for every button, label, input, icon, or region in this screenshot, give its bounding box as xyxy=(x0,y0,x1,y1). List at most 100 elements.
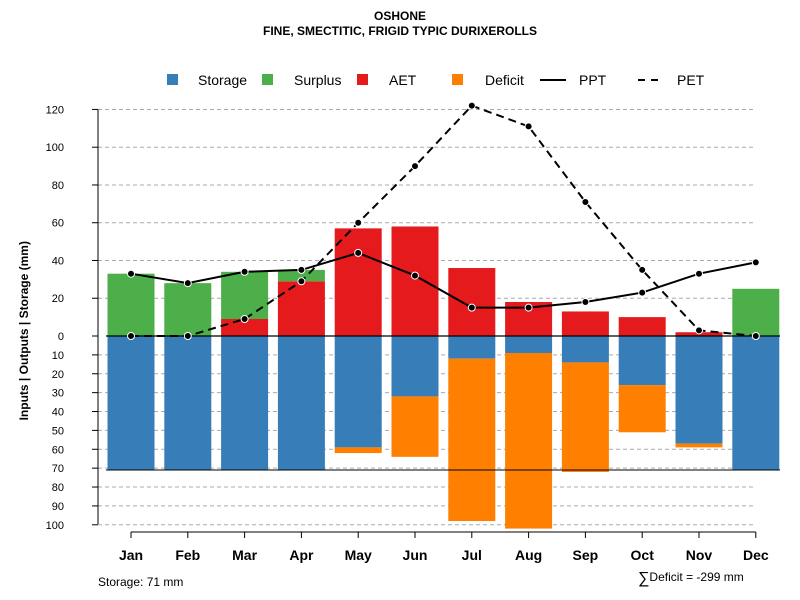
deficit-bar xyxy=(505,352,553,529)
pet-point xyxy=(524,122,533,131)
deficit-bar xyxy=(448,358,496,522)
storage-bar xyxy=(732,336,780,471)
aet-bar xyxy=(618,317,666,336)
ppt-line xyxy=(130,251,756,309)
storage-bar xyxy=(391,336,439,397)
pet-line xyxy=(131,104,756,337)
y-tick-label: 50 xyxy=(52,425,64,437)
storage-bar xyxy=(107,336,155,471)
pet-point xyxy=(411,162,419,171)
y-tick-label: 60 xyxy=(52,218,64,230)
storage-bar xyxy=(505,336,553,353)
x-tick-label: Jun xyxy=(403,547,428,563)
x-tick-label: Apr xyxy=(289,547,314,563)
pet-point xyxy=(581,197,590,206)
surplus-bar xyxy=(277,269,325,282)
surplus-bar xyxy=(221,271,269,320)
deficit-bar xyxy=(334,447,382,454)
x-tick-label: Nov xyxy=(686,547,713,563)
legend-storage-swatch xyxy=(167,74,178,85)
legend-aet-label: AET xyxy=(389,72,417,88)
deficit-bar xyxy=(391,396,439,457)
y-axis-label: Inputs | Outputs | Storage (mm) xyxy=(17,241,31,420)
ppt-point xyxy=(638,288,647,297)
legend-storage-label: Storage xyxy=(198,72,247,88)
x-tick-label: Jul xyxy=(462,547,482,563)
aet-bar xyxy=(334,228,382,336)
surplus-bar xyxy=(164,283,212,336)
x-tick-label: May xyxy=(345,547,372,563)
ppt-point xyxy=(581,298,590,307)
legend-surplus-label: Surplus xyxy=(294,72,341,88)
deficit-bar xyxy=(675,443,723,448)
ppt-point xyxy=(297,265,306,274)
y-tick-label: 30 xyxy=(52,388,64,400)
pet-point xyxy=(638,265,647,274)
axes: 0 20 40 60 80 100 120 10 20 30 40 50 60 70 80 90 100 Inpu… xyxy=(17,104,769,563)
ppt-point xyxy=(183,279,192,288)
x-tick-label: Jan xyxy=(119,547,143,563)
pet-point xyxy=(751,332,760,340)
y-tick-label: 70 xyxy=(52,463,64,475)
x-tick-label: Sep xyxy=(573,547,599,563)
pet-point xyxy=(183,332,192,340)
chart-subtitle: FINE, SMECTITIC, FRIGID TYPIC DURIXEROLL… xyxy=(262,24,537,38)
x-tick-label: Dec xyxy=(743,547,769,563)
aet-bar xyxy=(391,226,439,336)
legend-pet-label: PET xyxy=(677,72,705,88)
series-lines xyxy=(127,101,760,340)
legend-surplus-swatch xyxy=(262,74,273,85)
deficit-note: ∑Deficit = -299 mm xyxy=(638,570,744,588)
pet-point xyxy=(354,218,363,227)
storage-bar xyxy=(561,336,609,363)
legend-ppt-label: PPT xyxy=(579,72,607,88)
deficit-note-text: Deficit = -299 mm xyxy=(649,570,744,584)
ppt-point xyxy=(467,303,476,312)
ppt-point xyxy=(751,258,760,267)
x-tick-label: Aug xyxy=(515,547,542,563)
storage-bar xyxy=(221,336,269,471)
aet-bar xyxy=(561,311,609,336)
ppt-point xyxy=(127,269,135,278)
x-tick-label: Feb xyxy=(175,547,200,563)
deficit-bar xyxy=(618,385,666,433)
ppt-point xyxy=(354,248,363,257)
y-tick-label: 10 xyxy=(52,350,64,362)
y-tick-label: 40 xyxy=(52,407,64,419)
storage-bar xyxy=(277,336,325,471)
x-tick-label: Mar xyxy=(232,547,257,563)
legend-aet-swatch xyxy=(357,74,368,85)
pet-point xyxy=(127,332,135,340)
pet-point xyxy=(297,277,306,286)
ppt-point xyxy=(411,271,419,280)
aet-bar xyxy=(277,281,325,336)
sigma-symbol: ∑ xyxy=(638,570,650,587)
y-tick-label: 80 xyxy=(52,482,64,494)
storage-note: Storage: 71 mm xyxy=(98,575,184,589)
y-tick-label: 20 xyxy=(52,293,64,305)
ppt-point xyxy=(240,267,249,276)
y-tick-label: 100 xyxy=(46,520,64,532)
y-tick-label: 100 xyxy=(46,142,64,154)
surplus-bar xyxy=(107,273,155,336)
storage-bar xyxy=(164,336,212,471)
bars xyxy=(106,226,780,529)
pet-point xyxy=(240,315,249,324)
storage-bar xyxy=(448,336,496,359)
y-tick-label: 120 xyxy=(46,104,64,116)
aet-bar xyxy=(221,319,269,336)
surplus-bar xyxy=(732,288,780,336)
x-tick-label: Oct xyxy=(631,547,655,563)
y-tick-label: 0 xyxy=(58,331,64,343)
storage-bar xyxy=(618,336,666,386)
y-tick-label: 60 xyxy=(52,444,64,456)
storage-bar xyxy=(675,336,723,444)
y-tick-label: 40 xyxy=(52,255,64,267)
chart-title: OSHONE xyxy=(373,9,426,23)
y-tick-label: 20 xyxy=(52,369,64,381)
pet-point xyxy=(467,101,476,110)
y-tick-label: 90 xyxy=(52,501,64,513)
legend-deficit-swatch xyxy=(452,74,463,85)
legend-deficit-label: Deficit xyxy=(485,72,524,88)
